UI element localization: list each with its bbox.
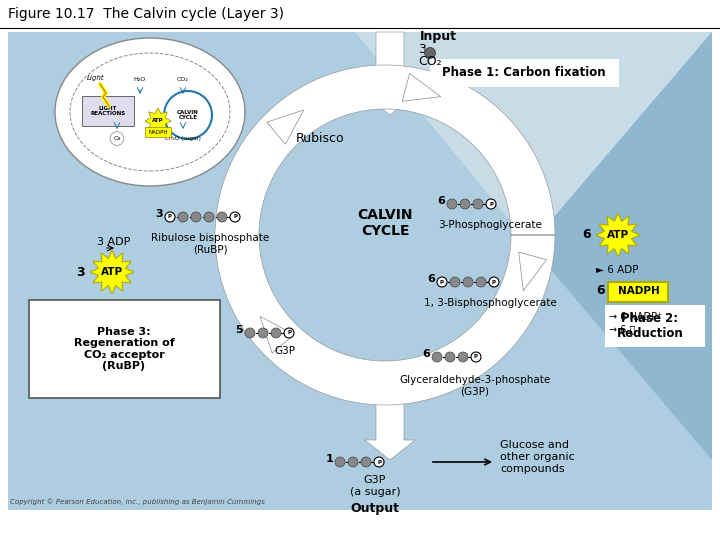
- Text: 3: 3: [156, 209, 163, 219]
- Text: 3 ADP: 3 ADP: [97, 237, 130, 247]
- Text: P: P: [492, 280, 496, 285]
- Circle shape: [191, 212, 201, 222]
- Circle shape: [178, 212, 188, 222]
- Text: Output: Output: [351, 502, 400, 515]
- Text: P: P: [440, 280, 444, 285]
- Polygon shape: [365, 370, 415, 460]
- Text: NADPH: NADPH: [148, 130, 168, 134]
- Circle shape: [476, 277, 486, 287]
- Text: P: P: [474, 354, 478, 360]
- Polygon shape: [215, 65, 555, 405]
- FancyBboxPatch shape: [608, 282, 668, 302]
- Text: Glyceraldehyde-3-phosphate
(G3P): Glyceraldehyde-3-phosphate (G3P): [400, 375, 551, 396]
- Text: ► 6 ADP: ► 6 ADP: [596, 265, 639, 275]
- Polygon shape: [402, 73, 441, 102]
- Polygon shape: [596, 213, 640, 257]
- FancyBboxPatch shape: [82, 96, 134, 126]
- Text: ATP: ATP: [101, 267, 123, 277]
- Polygon shape: [530, 32, 712, 460]
- Text: H₂O: H₂O: [134, 77, 146, 82]
- Circle shape: [271, 328, 281, 338]
- Circle shape: [432, 352, 442, 362]
- Circle shape: [473, 199, 483, 209]
- Ellipse shape: [55, 38, 245, 186]
- Circle shape: [437, 277, 447, 287]
- Polygon shape: [145, 108, 171, 134]
- Text: Copyright © Pearson Education, inc., publishing as Benjamin Cummings: Copyright © Pearson Education, inc., pub…: [10, 498, 265, 505]
- FancyBboxPatch shape: [605, 305, 705, 347]
- Text: O₂: O₂: [113, 136, 121, 141]
- Polygon shape: [260, 316, 294, 353]
- Text: 1, 3-Bisphosphoglycerate: 1, 3-Bisphosphoglycerate: [423, 298, 557, 308]
- Text: P: P: [377, 460, 381, 464]
- Circle shape: [258, 328, 268, 338]
- Text: Rubisco: Rubisco: [296, 132, 344, 145]
- Polygon shape: [365, 32, 415, 115]
- Circle shape: [458, 352, 468, 362]
- Text: P: P: [489, 201, 493, 206]
- Circle shape: [471, 352, 481, 362]
- Text: 6: 6: [427, 274, 435, 284]
- Text: Phase 3:
Regeneration of
CO₂ acceptor
(RuBP): Phase 3: Regeneration of CO₂ acceptor (R…: [73, 327, 174, 372]
- Text: Ribulose bisphosphate
(RuBP): Ribulose bisphosphate (RuBP): [151, 233, 269, 254]
- Circle shape: [450, 277, 460, 287]
- Circle shape: [335, 457, 345, 467]
- Text: 6: 6: [437, 196, 445, 206]
- Text: → 6 ⓟ: → 6 ⓟ: [609, 324, 635, 334]
- Circle shape: [245, 328, 255, 338]
- Circle shape: [425, 48, 436, 58]
- Text: 5: 5: [235, 325, 243, 335]
- Circle shape: [284, 328, 294, 338]
- Text: 6: 6: [596, 285, 605, 298]
- Circle shape: [361, 457, 371, 467]
- Circle shape: [447, 199, 457, 209]
- Circle shape: [217, 212, 227, 222]
- Polygon shape: [355, 32, 712, 245]
- Text: P: P: [233, 214, 237, 219]
- Text: Input: Input: [420, 30, 457, 43]
- Text: P: P: [287, 330, 291, 335]
- Text: Phase 2:
Reduction: Phase 2: Reduction: [616, 312, 683, 340]
- Text: 3: 3: [418, 43, 426, 56]
- Text: LIGHT
REACTIONS: LIGHT REACTIONS: [91, 106, 125, 117]
- FancyBboxPatch shape: [430, 59, 619, 87]
- Text: 6: 6: [582, 228, 591, 241]
- Text: CALVIN
CYCLE: CALVIN CYCLE: [357, 208, 413, 238]
- Circle shape: [463, 277, 473, 287]
- Bar: [8, 32, 712, 510]
- Text: P: P: [168, 214, 172, 219]
- Text: G3P: G3P: [274, 346, 295, 356]
- Circle shape: [165, 212, 175, 222]
- Text: 3-Phosphoglycerate: 3-Phosphoglycerate: [438, 220, 542, 230]
- Circle shape: [486, 199, 496, 209]
- Text: CH₂O (sugar): CH₂O (sugar): [165, 136, 201, 141]
- Text: Figure 10.17  The Calvin cycle (Layer 3): Figure 10.17 The Calvin cycle (Layer 3): [8, 7, 284, 21]
- Text: NADPH: NADPH: [618, 286, 660, 296]
- Circle shape: [164, 91, 212, 139]
- Text: CO₂: CO₂: [177, 77, 189, 82]
- Text: 1: 1: [325, 454, 333, 464]
- Circle shape: [374, 457, 384, 467]
- Circle shape: [489, 277, 499, 287]
- Circle shape: [445, 352, 455, 362]
- Text: CO₂: CO₂: [418, 55, 441, 68]
- Circle shape: [204, 212, 214, 222]
- Polygon shape: [518, 252, 546, 291]
- Text: 3: 3: [76, 266, 85, 279]
- Text: Phase 1: Carbon fixation: Phase 1: Carbon fixation: [442, 66, 606, 79]
- Text: ATP: ATP: [152, 118, 164, 124]
- Text: ATP: ATP: [607, 230, 629, 240]
- Text: G3P
(a sugar): G3P (a sugar): [350, 475, 400, 497]
- Text: Light: Light: [87, 75, 105, 81]
- Circle shape: [348, 457, 358, 467]
- Circle shape: [460, 199, 470, 209]
- Polygon shape: [267, 110, 304, 144]
- Circle shape: [230, 212, 240, 222]
- FancyBboxPatch shape: [29, 300, 220, 398]
- Text: → 6 NADP⁺: → 6 NADP⁺: [609, 312, 662, 322]
- Text: CALVIN
CYCLE: CALVIN CYCLE: [177, 110, 199, 120]
- Polygon shape: [90, 250, 134, 294]
- Text: 6: 6: [422, 349, 430, 359]
- Text: Glucose and
other organic
compounds: Glucose and other organic compounds: [500, 441, 575, 474]
